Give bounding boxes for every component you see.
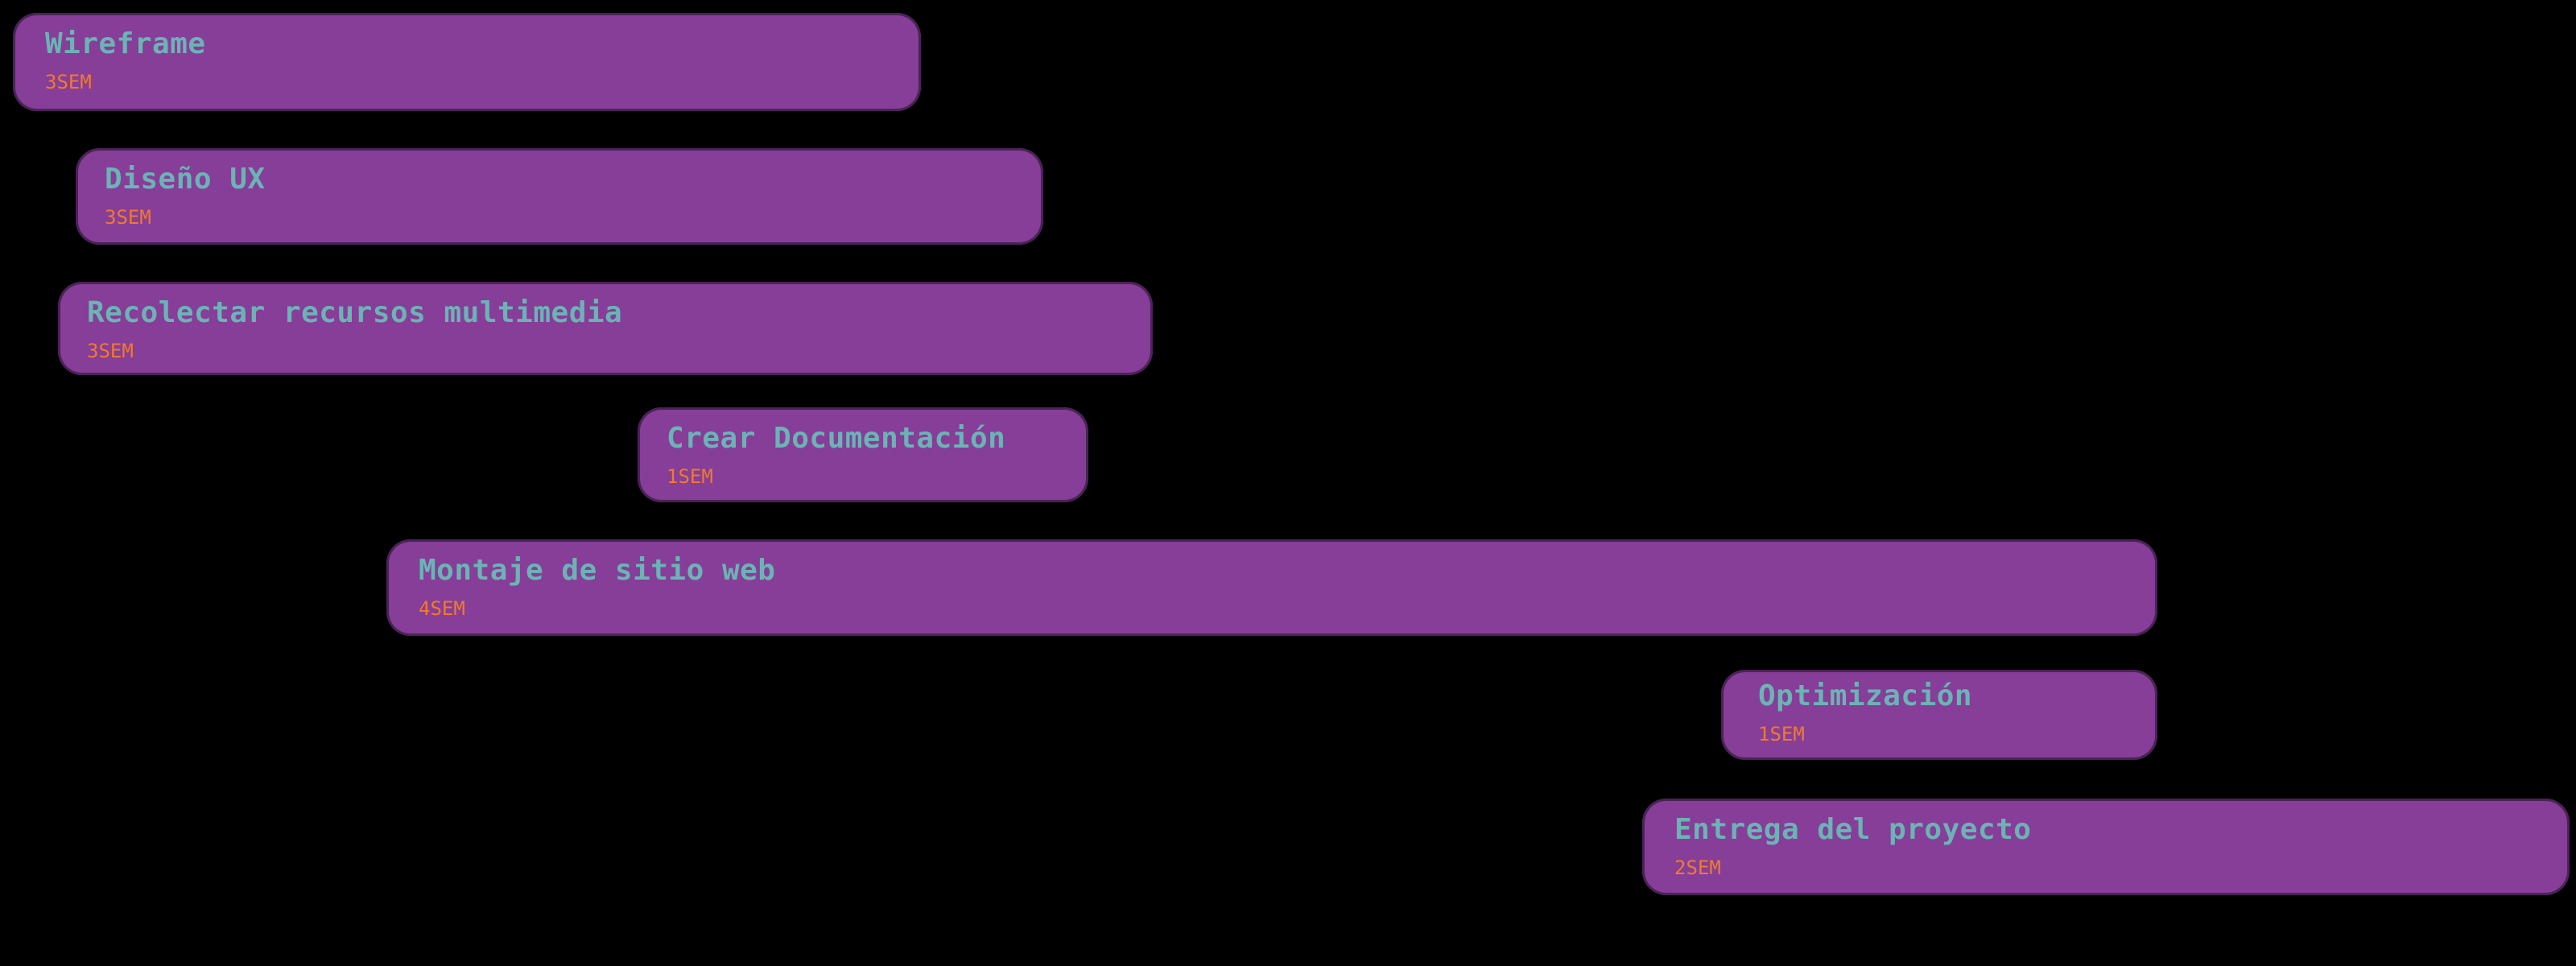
task-title: Wireframe <box>45 27 206 60</box>
task-title: Crear Documentación <box>667 422 1006 455</box>
task-bar-optimizacion[interactable]: Optimización 1SEM <box>1721 670 2157 760</box>
task-duration: 3SEM <box>45 71 92 93</box>
task-bar-wireframe[interactable]: Wireframe 3SEM <box>13 13 921 111</box>
task-duration: 1SEM <box>1758 723 1805 745</box>
task-bar-entrega-proyecto[interactable]: Entrega del proyecto 2SEM <box>1642 799 2570 895</box>
task-title: Optimización <box>1758 679 1973 712</box>
task-title: Montaje de sitio web <box>419 554 776 587</box>
task-bar-recolectar-recursos[interactable]: Recolectar recursos multimedia 3SEM <box>58 282 1153 375</box>
task-duration: 3SEM <box>105 206 151 229</box>
task-duration: 3SEM <box>87 340 134 362</box>
task-duration: 2SEM <box>1674 857 1721 879</box>
task-title: Diseño UX <box>105 163 266 196</box>
task-title: Recolectar recursos multimedia <box>87 296 623 329</box>
task-duration: 1SEM <box>667 465 713 488</box>
task-bar-crear-documentacion[interactable]: Crear Documentación 1SEM <box>638 407 1088 502</box>
task-title: Entrega del proyecto <box>1674 813 2032 846</box>
task-bar-montaje-sitio-web[interactable]: Montaje de sitio web 4SEM <box>386 539 2157 636</box>
task-duration: 4SEM <box>419 597 465 620</box>
task-bar-diseno-ux[interactable]: Diseño UX 3SEM <box>76 148 1043 245</box>
